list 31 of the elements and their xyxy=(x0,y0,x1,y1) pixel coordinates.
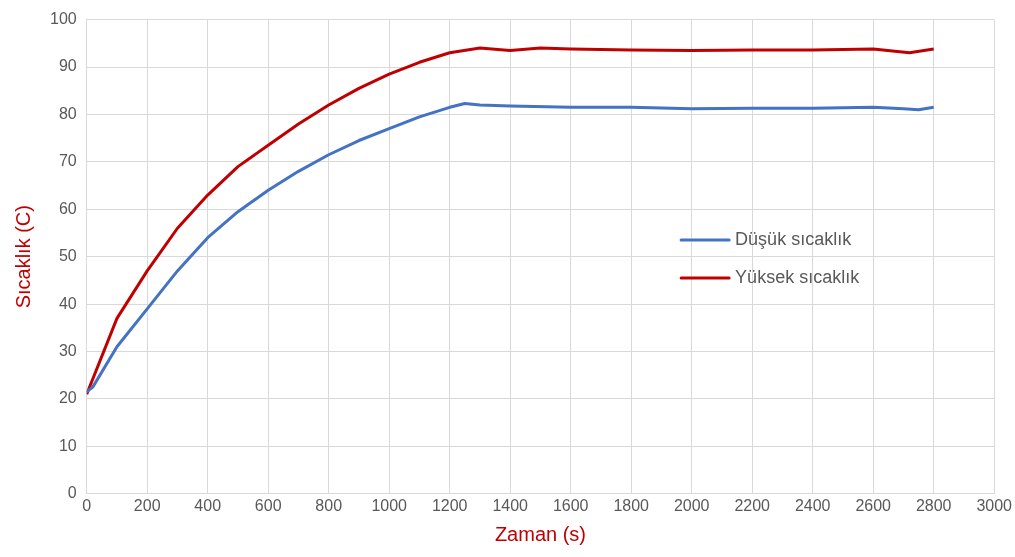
x-tick-label: 200 xyxy=(133,496,161,514)
y-tick-label: 90 xyxy=(58,57,77,75)
x-tick-label: 3000 xyxy=(976,496,1013,514)
y-tick-label: 0 xyxy=(67,484,77,502)
y-tick-label: 100 xyxy=(49,10,77,28)
x-tick-label: 400 xyxy=(194,496,222,514)
y-tick-label: 20 xyxy=(58,389,77,407)
y-tick-label: 50 xyxy=(58,247,77,265)
x-tick-label: 600 xyxy=(254,496,282,514)
y-axis-title: Sıcaklık (C) xyxy=(11,205,34,309)
y-tick-label: 70 xyxy=(58,152,77,170)
y-tick-label: 80 xyxy=(58,104,77,122)
x-tick-label: 1800 xyxy=(613,496,650,514)
x-tick-label: 2400 xyxy=(794,496,831,514)
x-tick-label: 2800 xyxy=(915,496,952,514)
legend-label: Düşük sıcaklık xyxy=(735,229,853,250)
legend-label: Yüksek sıcaklık xyxy=(735,267,861,288)
x-tick-label: 2000 xyxy=(673,496,710,514)
x-tick-label: 2200 xyxy=(734,496,771,514)
x-tick-label: 1200 xyxy=(431,496,468,514)
y-tick-label: 60 xyxy=(58,199,77,217)
x-tick-label: 0 xyxy=(82,496,92,514)
x-tick-label: 1600 xyxy=(552,496,589,514)
x-tick-label: 1400 xyxy=(492,496,529,514)
y-tick-label: 40 xyxy=(58,294,77,312)
x-tick-label: 2600 xyxy=(855,496,892,514)
y-tick-label: 30 xyxy=(58,341,77,359)
y-tick-label: 10 xyxy=(58,436,77,454)
x-axis-title: Zaman (s) xyxy=(494,522,587,545)
x-tick-label: 1000 xyxy=(371,496,408,514)
x-tick-label: 800 xyxy=(315,496,343,514)
